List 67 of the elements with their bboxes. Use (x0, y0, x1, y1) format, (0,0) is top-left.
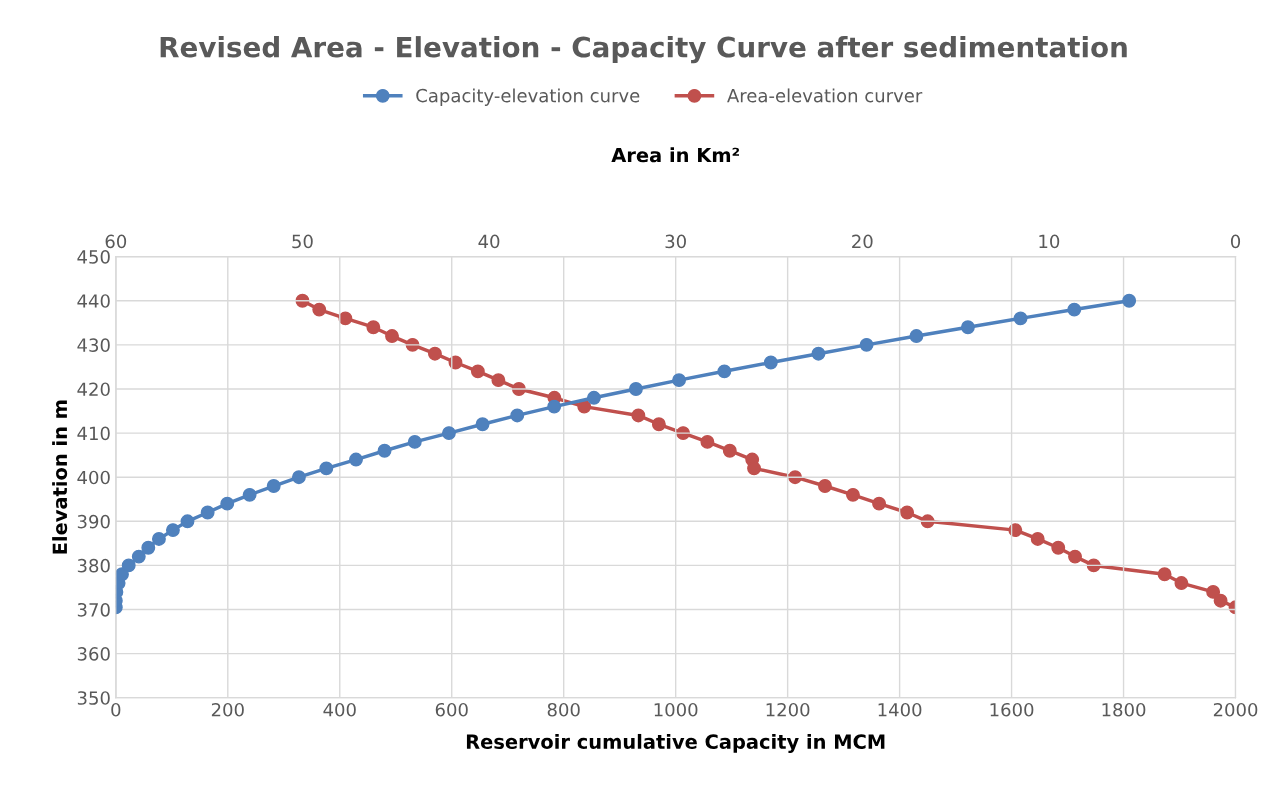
point (115, 567, 129, 582)
legend-label: Area-elevation curver (727, 88, 923, 103)
point (672, 373, 686, 388)
y-axis-title: Elevation in m (52, 400, 68, 554)
y-tick-label: 360 (77, 647, 110, 661)
x-tick-label: 400 (323, 702, 356, 717)
point (220, 496, 235, 511)
point (266, 479, 281, 493)
x-axis-title: Reservoir cumulative Capacity in MCM (466, 733, 885, 753)
y-tick-label: 400 (77, 470, 110, 485)
point (859, 337, 874, 352)
point (1122, 293, 1137, 308)
x-tick-label: 1200 (766, 702, 810, 717)
x2-tick-label: 60 (105, 234, 127, 249)
x-tick-label: 1800 (1102, 702, 1146, 717)
x2-tick-label: 0 (1230, 234, 1241, 249)
x-tick-label: 1600 (990, 702, 1034, 717)
point (131, 549, 146, 564)
x2-tick-label: 40 (478, 234, 500, 249)
x-tick-label: 200 (211, 702, 244, 717)
legend-label: Capacity-elevation curve (416, 88, 640, 106)
x2-axis-title: Area in Km² (611, 147, 739, 163)
point (547, 399, 562, 414)
point (377, 443, 392, 458)
x-tick-label: 1000 (654, 702, 698, 717)
x-tick-label: 0 (111, 702, 121, 717)
point (475, 417, 490, 432)
y-tick-label: 450 (77, 250, 110, 264)
point (909, 329, 924, 343)
point (121, 558, 136, 573)
y-tick-label: 420 (77, 382, 110, 397)
point (180, 514, 195, 529)
x2-tick-label: 20 (852, 234, 873, 249)
y-tick-label: 440 (77, 294, 110, 308)
point (200, 505, 215, 520)
y-tick-label: 410 (77, 426, 110, 441)
y-tick-label: 430 (77, 338, 110, 352)
x2-tick-label: 30 (665, 234, 686, 249)
point (291, 470, 306, 485)
point (510, 408, 525, 423)
point (242, 487, 257, 502)
point (349, 452, 363, 467)
point (960, 320, 975, 335)
point (1013, 311, 1028, 326)
x-tick-label: 1400 (878, 702, 922, 717)
point (165, 523, 180, 538)
point (717, 364, 732, 379)
x-tick-label: 600 (435, 702, 468, 717)
point (441, 426, 456, 441)
point (763, 355, 778, 370)
x2-tick-label: 10 (1039, 234, 1060, 249)
y-tick-label: 380 (77, 558, 110, 573)
point (811, 346, 826, 361)
point (407, 434, 422, 449)
y-tick-label: 370 (77, 602, 110, 617)
point (586, 390, 601, 405)
chart-title: Revised Area - Elevation - Capacity Curve after sedimentation (160, 36, 1127, 64)
x-tick-label: 2000 (1213, 702, 1258, 717)
y-tick-label: 390 (77, 514, 110, 529)
point (141, 540, 156, 555)
x-tick-label: 800 (547, 702, 580, 717)
point (1067, 302, 1082, 317)
point (319, 461, 334, 476)
point (151, 531, 166, 546)
y-tick-label: 350 (77, 691, 110, 705)
point (628, 382, 643, 396)
x2-tick-label: 50 (292, 234, 313, 249)
